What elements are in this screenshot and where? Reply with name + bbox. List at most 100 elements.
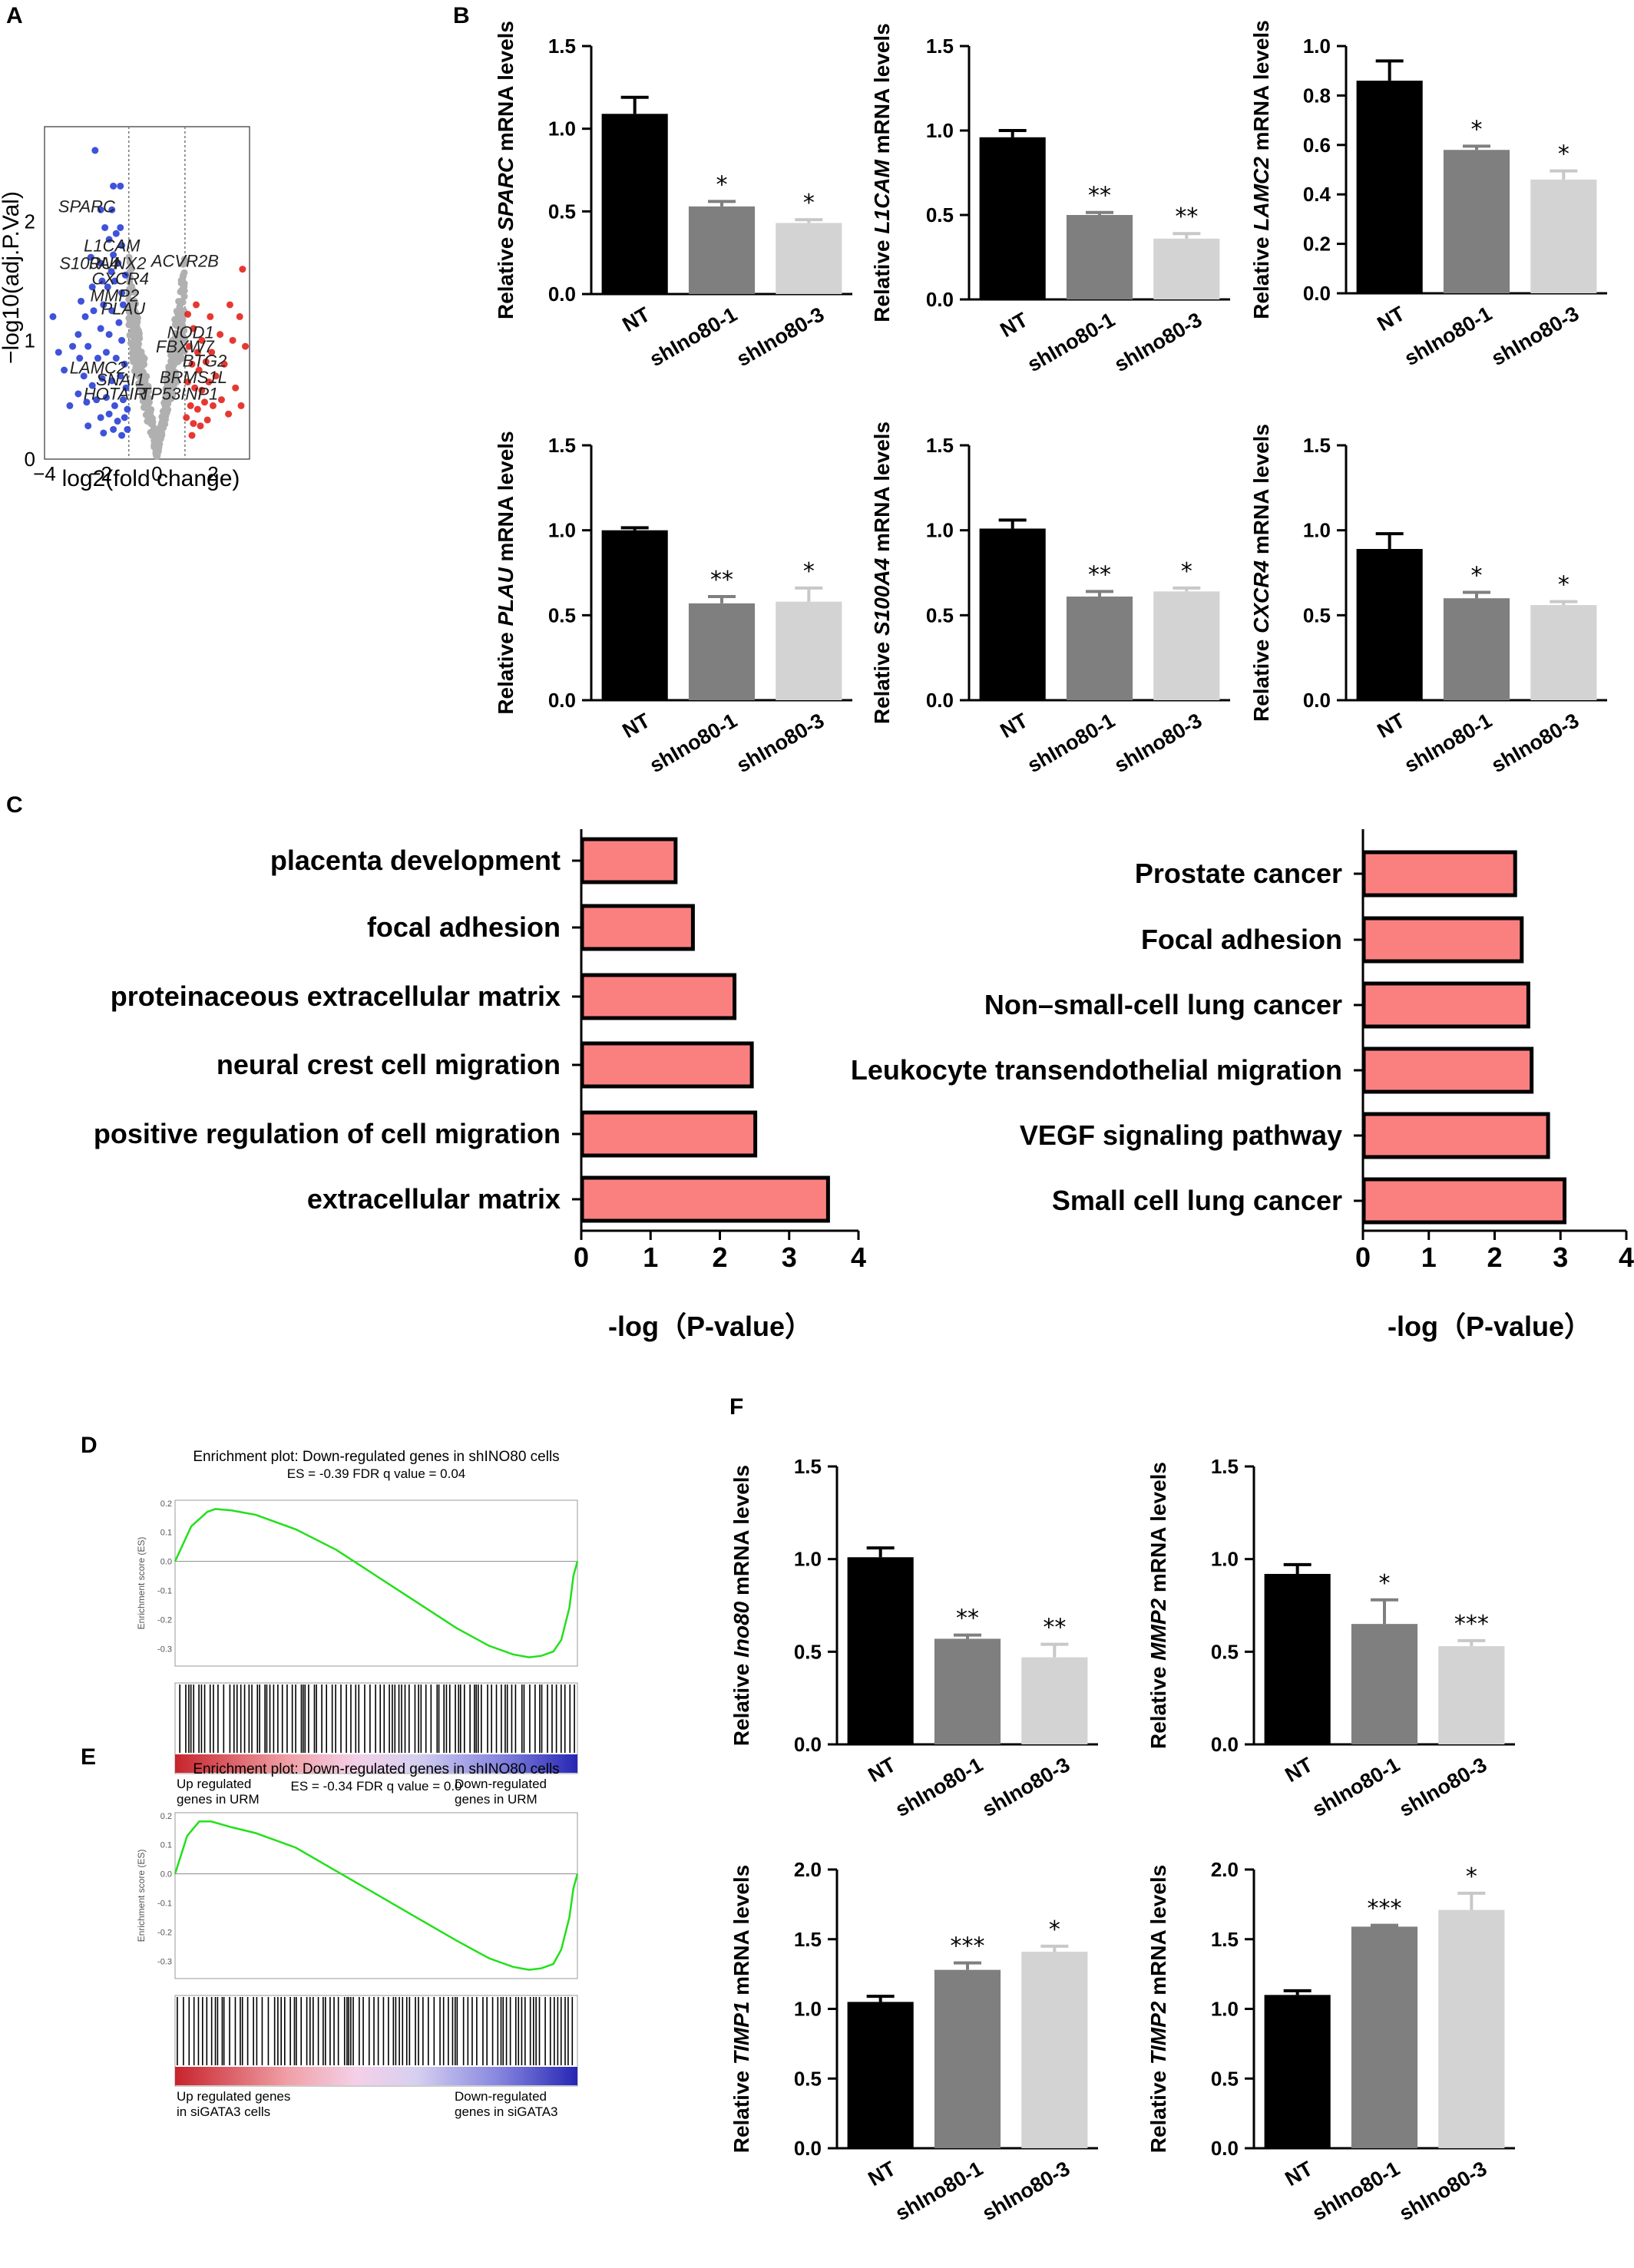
y-tick-label: 0.0 [548, 283, 576, 306]
y-tick-label: 1.0 [548, 519, 576, 542]
ns-point [169, 341, 177, 349]
category-label: shIno80-1 [891, 1753, 987, 1821]
gene-label: MMP2 [91, 286, 140, 305]
y-axis-label: Relative L1CAM mRNA levels [870, 23, 894, 322]
up-point [217, 331, 224, 339]
significance-mark: *** [1368, 1896, 1402, 1923]
rank-gradient-bar [175, 2067, 577, 2085]
ns-point [127, 298, 134, 306]
category-label: shIno80-1 [1308, 1753, 1404, 1821]
y-axis-label-prefix: Relative [494, 627, 518, 715]
es-tick-label: 0.0 [160, 1558, 172, 1567]
es-frame [174, 1499, 578, 1667]
y-tick-label: 1.5 [926, 35, 954, 58]
y-tick-label: 1.0 [1211, 1998, 1239, 2021]
ns-point [178, 329, 186, 337]
right-rank-label: genes in URM [455, 1792, 538, 1807]
y-tick-label: 1.5 [1303, 434, 1331, 457]
bar-nt [601, 530, 668, 700]
down-point [111, 402, 118, 409]
x-axis-label: log2(fold change) [62, 466, 240, 491]
down-point [101, 223, 109, 231]
y-tick-label: 1.0 [794, 1998, 822, 2021]
y-tick-label: 0.0 [548, 689, 576, 712]
y-tick-label: 1.5 [1211, 1928, 1239, 1951]
category-label: shIno80-1 [1401, 709, 1496, 777]
ns-point [126, 259, 134, 266]
gsea-subtitle: ES = -0.34 FDR q value = 0.0 [290, 1779, 461, 1794]
y-tick-label: 1.5 [548, 35, 576, 58]
es-tick-label: -0.1 [157, 1899, 172, 1908]
category-label: shIno80-3 [1395, 2157, 1490, 2225]
down-point [118, 289, 126, 296]
y-axis-label-gene: S100A4 [870, 557, 894, 636]
significance-mark: *** [1454, 1611, 1489, 1638]
category-label: NT [864, 2157, 900, 2190]
y-axis-label-gene: CXCR4 [1249, 560, 1273, 633]
x-tick-label: 1 [643, 1241, 658, 1273]
y-axis-label-prefix: Relative [1146, 1661, 1170, 1749]
ns-point [158, 413, 166, 421]
ns-point [139, 397, 147, 405]
y-tick-label: 0.5 [1211, 1640, 1239, 1663]
y-axis-label-gene: L1CAM [870, 159, 894, 233]
category-label: shIno80-1 [1401, 302, 1496, 370]
es-tick-label: 0.1 [160, 1841, 172, 1850]
down-point [117, 372, 124, 380]
ns-point [132, 311, 140, 319]
panel-label-a: A [6, 3, 23, 28]
x-tick-label: 3 [1553, 1241, 1568, 1273]
category-label: shIno80-3 [1395, 1753, 1490, 1821]
y-tick-label: 0.5 [794, 1640, 822, 1663]
gsea-plot-d: Enrichment plot: Down-regulated genes in… [136, 1449, 579, 1807]
y-axis-label: Relative SPARC mRNA levels [494, 21, 518, 319]
y-tick-label: 2.0 [794, 1858, 822, 1881]
term-label: Focal adhesion [1141, 924, 1342, 955]
y-axis-label: Relative CXCR4 mRNA levels [1249, 424, 1273, 722]
up-point [198, 386, 206, 394]
up-point [183, 414, 190, 422]
ns-point [177, 276, 185, 284]
down-point [97, 414, 104, 422]
term-label: proteinaceous extracellular matrix [111, 980, 561, 1012]
ns-point [177, 288, 185, 296]
gene-label: BTG2 [183, 351, 227, 370]
bar-nt [847, 1557, 914, 1744]
down-point [110, 251, 117, 259]
right-rank-label: Down-regulated [455, 1777, 547, 1791]
ns-point [125, 287, 133, 295]
y-axis-label-suffix: mRNA levels [729, 1865, 753, 2002]
bar-chart-plau: 0.0 0.5 1.0 1.5 Relative PLAU mRNA levels NT *… [494, 431, 852, 777]
x-tick-label: 2 [207, 462, 218, 485]
up-point [208, 349, 216, 356]
up-point [184, 310, 192, 318]
ns-point [180, 269, 188, 276]
enrichment-bar [1361, 1177, 1567, 1225]
bar-nt [1264, 1995, 1331, 2148]
bar-shino80-1 [1066, 596, 1133, 700]
x-tick-label: −2 [89, 462, 112, 485]
ns-point [167, 375, 175, 382]
up-point [242, 342, 250, 350]
enrichment-bar [580, 1175, 830, 1223]
significance-mark: * [1558, 141, 1570, 168]
gene-label: S100A4 [59, 254, 119, 273]
category-label: NT [864, 1753, 900, 1787]
category-label: NT [1281, 1753, 1317, 1787]
up-point [198, 336, 206, 344]
enrichment-bar [580, 904, 695, 951]
ns-point [161, 407, 169, 415]
bar-chart-ino80: 0.0 0.5 1.0 1.5 Relative Ino80 mRNA levels NT… [729, 1455, 1098, 1821]
bar-nt [1264, 1573, 1331, 1744]
ns-point [158, 418, 166, 425]
x-tick-label: −4 [33, 462, 56, 485]
ns-point [171, 334, 179, 342]
y-tick-label: 1 [25, 329, 35, 352]
y-tick-label: 0.0 [794, 2137, 822, 2160]
es-axis-label: Enrichment score (ES) [136, 1537, 147, 1630]
significance-mark: * [1379, 1570, 1391, 1597]
y-axis-label-gene: Ino80 [729, 1601, 753, 1658]
y-axis-label: Relative TIMP2 mRNA levels [1146, 1865, 1170, 2154]
y-tick-label: 1.0 [794, 1548, 822, 1571]
